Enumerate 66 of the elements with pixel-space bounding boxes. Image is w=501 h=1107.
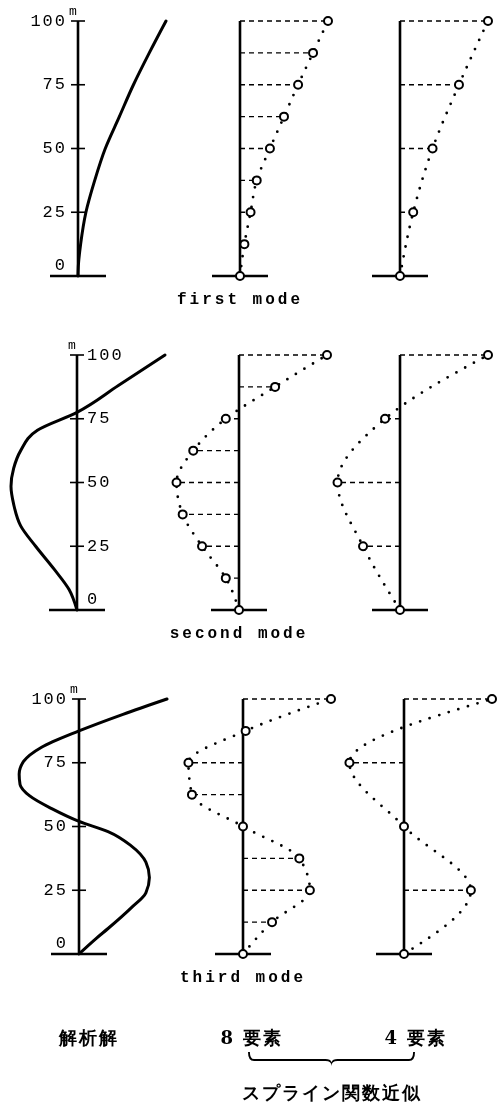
y-tick-label: 100 (31, 689, 68, 709)
x-axis-title: second mode (169, 625, 309, 643)
point (380, 413, 391, 424)
text: 解析解 (59, 1026, 119, 1050)
y-tick-label: 75 (87, 409, 112, 429)
text: スプライン関数近似 (242, 1081, 422, 1105)
point (234, 605, 244, 615)
point (251, 175, 262, 186)
point (308, 47, 319, 58)
point (171, 477, 182, 488)
point (399, 949, 409, 959)
point (186, 789, 197, 800)
y-tick-label: 75 (42, 75, 67, 95)
y-tick-label: 50 (43, 817, 68, 836)
point (408, 207, 419, 218)
point (395, 271, 405, 281)
y-tick-label: 50 (42, 139, 67, 158)
point (453, 79, 464, 90)
y-axis-title: m (69, 3, 78, 19)
point (220, 413, 231, 424)
y-axis-title: m (68, 337, 77, 353)
point (220, 573, 231, 584)
point (183, 757, 194, 768)
point (427, 143, 438, 154)
point (245, 207, 256, 218)
point (483, 350, 493, 360)
point (264, 143, 275, 154)
point (267, 917, 278, 928)
y-tick-label: 100 (87, 345, 124, 365)
text: 8 要素 (220, 1026, 284, 1050)
point (177, 509, 188, 520)
point (332, 477, 343, 488)
point (344, 757, 355, 768)
y-tick-label: 0 (55, 933, 68, 953)
point (322, 350, 332, 360)
point (279, 111, 289, 122)
point (240, 725, 251, 736)
point (294, 853, 305, 864)
point (235, 271, 245, 281)
point (487, 694, 497, 704)
point (197, 541, 208, 552)
point (483, 16, 493, 26)
point (358, 541, 369, 552)
y-tick-label: 100 (30, 11, 67, 31)
y-tick-label: 50 (87, 473, 112, 492)
y-tick-label: 25 (43, 880, 68, 900)
point (395, 605, 405, 615)
y-tick-label: 25 (42, 202, 67, 222)
point (293, 79, 304, 90)
point (399, 821, 409, 832)
y-tick-label: 25 (87, 536, 112, 556)
y-tick-label: 75 (43, 753, 68, 773)
point (304, 885, 315, 896)
point (326, 694, 336, 704)
point (188, 445, 199, 456)
point (238, 821, 248, 832)
point (270, 381, 281, 392)
x-axis-title: first mode (176, 291, 304, 309)
point (238, 949, 248, 959)
point (465, 885, 476, 896)
point (323, 16, 333, 26)
y-tick-label: 0 (54, 255, 67, 275)
y-axis-title: m (70, 681, 79, 697)
y-tick-label: 0 (87, 589, 100, 609)
text: 4 要素 (384, 1026, 448, 1050)
x-axis-title: third mode (179, 969, 307, 987)
